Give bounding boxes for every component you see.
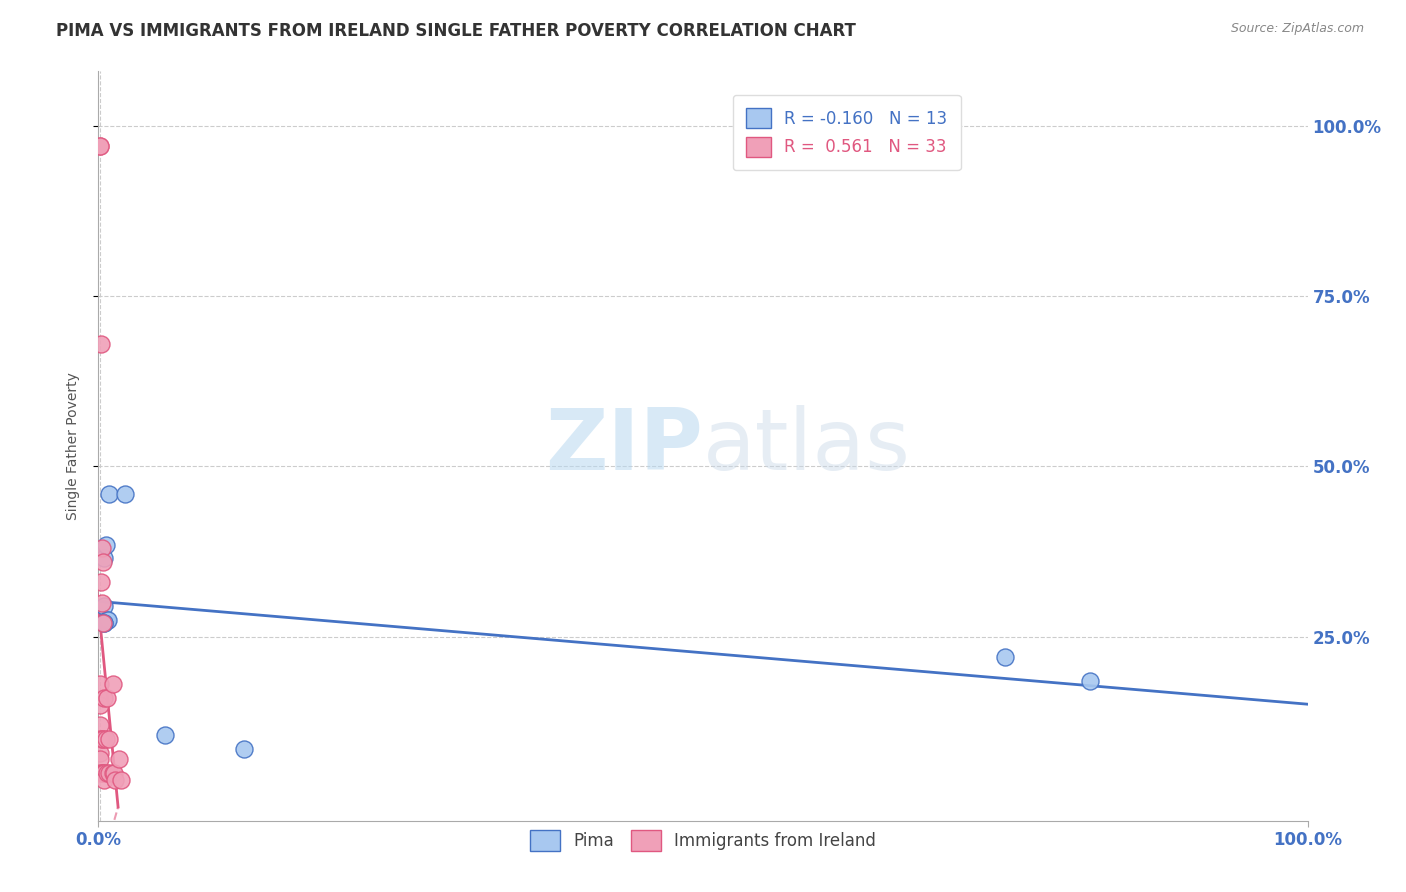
Point: [91, 541, 114, 556]
Text: Source: ZipAtlas.com: Source: ZipAtlas.com: [1230, 22, 1364, 36]
Point: [98, 766, 121, 780]
Point: [104, 772, 127, 787]
Point: [114, 486, 136, 500]
Point: [103, 766, 125, 780]
Y-axis label: Single Father Poverty: Single Father Poverty: [66, 372, 80, 520]
Point: [91, 731, 114, 746]
Legend: Pima, Immigrants from Ireland: Pima, Immigrants from Ireland: [523, 823, 883, 857]
Point: [93, 772, 115, 787]
Point: [153, 729, 176, 743]
Point: [89, 746, 111, 760]
Point: [91, 596, 114, 610]
Point: [90, 336, 112, 351]
Point: [91, 555, 114, 569]
Point: [101, 677, 124, 691]
Point: [93, 599, 115, 613]
Point: [89, 139, 111, 153]
Text: PIMA VS IMMIGRANTS FROM IRELAND SINGLE FATHER POVERTY CORRELATION CHART: PIMA VS IMMIGRANTS FROM IRELAND SINGLE F…: [56, 22, 856, 40]
Point: [108, 752, 131, 766]
Point: [93, 691, 115, 706]
Point: [89, 718, 111, 732]
Text: ZIP: ZIP: [546, 404, 703, 488]
Point: [96, 691, 118, 706]
Point: [93, 766, 115, 780]
Point: [994, 650, 1017, 665]
Point: [91, 766, 114, 780]
Point: [89, 139, 111, 153]
Point: [232, 742, 254, 756]
Point: [98, 731, 121, 746]
Point: [89, 731, 111, 746]
Point: [1078, 673, 1101, 688]
Point: [89, 698, 111, 712]
Point: [94, 538, 117, 552]
Point: [93, 616, 115, 631]
Point: [91, 731, 114, 746]
Point: [89, 752, 111, 766]
Point: [90, 575, 112, 590]
Point: [93, 551, 115, 566]
Text: atlas: atlas: [703, 404, 911, 488]
Point: [96, 766, 118, 780]
Point: [101, 766, 124, 780]
Point: [89, 677, 111, 691]
Point: [98, 486, 121, 500]
Point: [93, 616, 115, 631]
Point: [97, 613, 120, 627]
Point: [91, 616, 114, 631]
Point: [94, 731, 117, 746]
Point: [96, 613, 118, 627]
Point: [89, 766, 111, 780]
Point: [91, 766, 114, 780]
Point: [110, 772, 132, 787]
